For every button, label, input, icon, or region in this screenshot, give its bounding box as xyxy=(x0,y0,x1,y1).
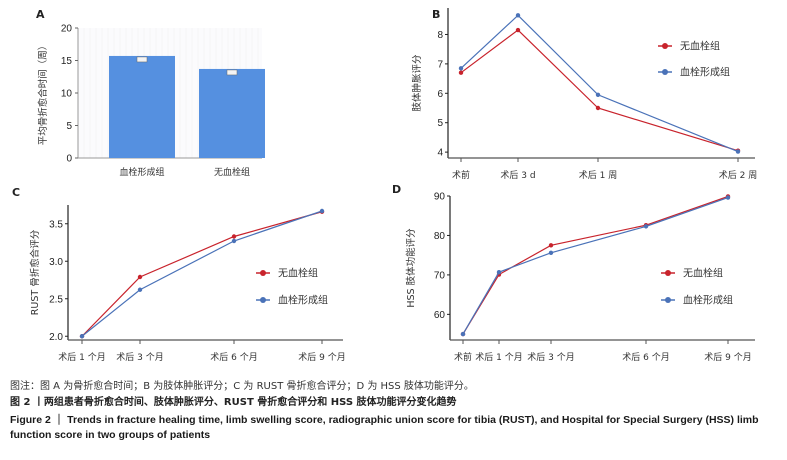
data-point xyxy=(595,92,601,97)
chart-panel-b: B 4 5 6 7 8 术前 术后 3 d 术后 1 周 术后 2 周 肢体肿胀评分 无血栓组血栓形成… xyxy=(411,8,757,181)
data-point xyxy=(548,243,554,248)
y-tick-label: 60 xyxy=(434,310,446,321)
data-point xyxy=(496,269,502,275)
series-line-no-thrombus xyxy=(462,195,729,335)
x-tick-label: 术后 9 个月 xyxy=(298,351,345,363)
x-tick-label: 无血栓组 xyxy=(214,166,250,178)
y-tick-label: 90 xyxy=(434,192,446,203)
y-tick-label: 3.5 xyxy=(49,219,63,230)
y-tick-label: 70 xyxy=(434,270,446,281)
panel-label: D xyxy=(392,183,401,196)
y-tick-label: 5 xyxy=(66,121,72,132)
y-tick-label: 3.0 xyxy=(49,257,63,268)
data-point xyxy=(460,331,466,337)
data-point xyxy=(458,66,464,71)
data-point xyxy=(643,224,649,229)
legend-label: 血栓形成组 xyxy=(278,294,328,307)
x-tick-label: 术后 6 个月 xyxy=(210,351,257,363)
series-line-no-thrombus xyxy=(460,29,739,152)
y-tick-label: 8 xyxy=(437,30,443,41)
x-tick-label: 术后 6 个月 xyxy=(622,351,669,363)
y-tick-label: 6 xyxy=(437,89,443,100)
legend-swatch-marker xyxy=(260,270,266,276)
figure-title-cn: 图 2 丨两组患者骨折愈合时间、肢体肿胀评分、RUST 骨折愈合评分和 HSS … xyxy=(10,397,457,408)
series-line-thrombus xyxy=(81,210,323,337)
panel-label: B xyxy=(432,8,440,21)
data-point xyxy=(231,238,237,244)
y-axis-label: 肢体肿胀评分 xyxy=(411,54,423,112)
legend-label: 血栓形成组 xyxy=(680,66,730,79)
legend-label: 无血栓组 xyxy=(680,40,720,53)
x-tick-label: 术后 3 个月 xyxy=(116,351,163,363)
error-bar-label xyxy=(136,56,148,63)
x-tick-label: 术后 1 个月 xyxy=(475,351,522,363)
data-point xyxy=(515,27,521,33)
x-tick-label: 术后 3 个月 xyxy=(527,351,574,363)
y-axis-label: 平均骨折愈合时间（周） xyxy=(37,41,49,146)
legend-swatch-marker xyxy=(665,270,671,276)
data-point xyxy=(137,274,143,280)
legend-swatch-marker xyxy=(665,297,671,303)
bar xyxy=(109,55,175,159)
panel-label: C xyxy=(12,186,20,199)
x-tick-label: 术后 1 个月 xyxy=(58,351,105,363)
y-tick-label: 15 xyxy=(61,56,73,67)
x-tick-label: 术后 3 d xyxy=(500,169,535,181)
y-tick-label: 80 xyxy=(434,231,446,242)
x-tick-label: 术前 xyxy=(454,351,472,363)
data-point xyxy=(231,234,237,239)
legend-swatch-marker xyxy=(662,69,668,75)
y-tick-label: 2.5 xyxy=(49,294,63,305)
data-point xyxy=(79,334,85,339)
data-point xyxy=(515,13,521,18)
chart-panel-d: D 60 70 80 90 术前 术后 1 个月 术后 3 个月 术后 6 个月 术后 9 个月 H… xyxy=(392,183,755,363)
y-tick-label: 2.0 xyxy=(49,332,63,343)
chart-panel-a: A 0 5 10 15 20 血栓形成组 无血栓组 平均骨折愈合时间（周） xyxy=(36,8,265,178)
legend-label: 血栓形成组 xyxy=(683,294,733,307)
legend-swatch-marker xyxy=(260,297,266,303)
series-line-thrombus xyxy=(460,14,739,153)
figure-note: 图注：图 A 为骨折愈合时间；B 为肢体肿胀评分；C 为 RUST 骨折愈合评分… xyxy=(10,381,474,392)
data-point xyxy=(458,70,464,75)
data-point xyxy=(548,250,554,256)
x-tick-label: 术后 1 周 xyxy=(579,169,617,181)
y-axis-label: RUST 骨折愈合评分 xyxy=(29,229,41,315)
data-point xyxy=(595,105,601,111)
x-tick-label: 术后 2 周 xyxy=(719,169,757,181)
series-line-no-thrombus xyxy=(81,211,323,337)
legend-label: 无血栓组 xyxy=(278,267,318,280)
x-tick-label: 血栓形成组 xyxy=(119,166,164,178)
error-bar-label xyxy=(226,69,238,76)
data-point xyxy=(137,287,143,292)
y-tick-label: 10 xyxy=(61,89,73,100)
data-point xyxy=(319,208,325,214)
data-point xyxy=(735,149,741,154)
legend-label: 无血栓组 xyxy=(683,267,723,280)
bar xyxy=(199,68,265,158)
y-tick-label: 4 xyxy=(437,148,443,159)
y-tick-label: 7 xyxy=(437,59,443,70)
series-line-thrombus xyxy=(462,197,729,335)
figure-title-en: Figure 2 ｜ Trends in fracture healing ti… xyxy=(10,414,759,441)
y-tick-label: 20 xyxy=(61,24,73,35)
panel-label: A xyxy=(36,8,45,21)
chart-panel-c: C 2.0 2.5 3.0 3.5 术后 1 个月 术后 3 个月 术后 6 个月 术后 9 个… xyxy=(12,186,346,363)
legend-swatch-marker xyxy=(662,43,668,49)
y-axis-label: HSS 肢体功能评分 xyxy=(405,228,417,308)
y-tick-label: 5 xyxy=(437,118,443,129)
data-point xyxy=(725,195,731,200)
x-tick-label: 术前 xyxy=(452,169,470,181)
x-tick-label: 术后 9 个月 xyxy=(704,351,751,363)
y-tick-label: 0 xyxy=(66,154,72,165)
